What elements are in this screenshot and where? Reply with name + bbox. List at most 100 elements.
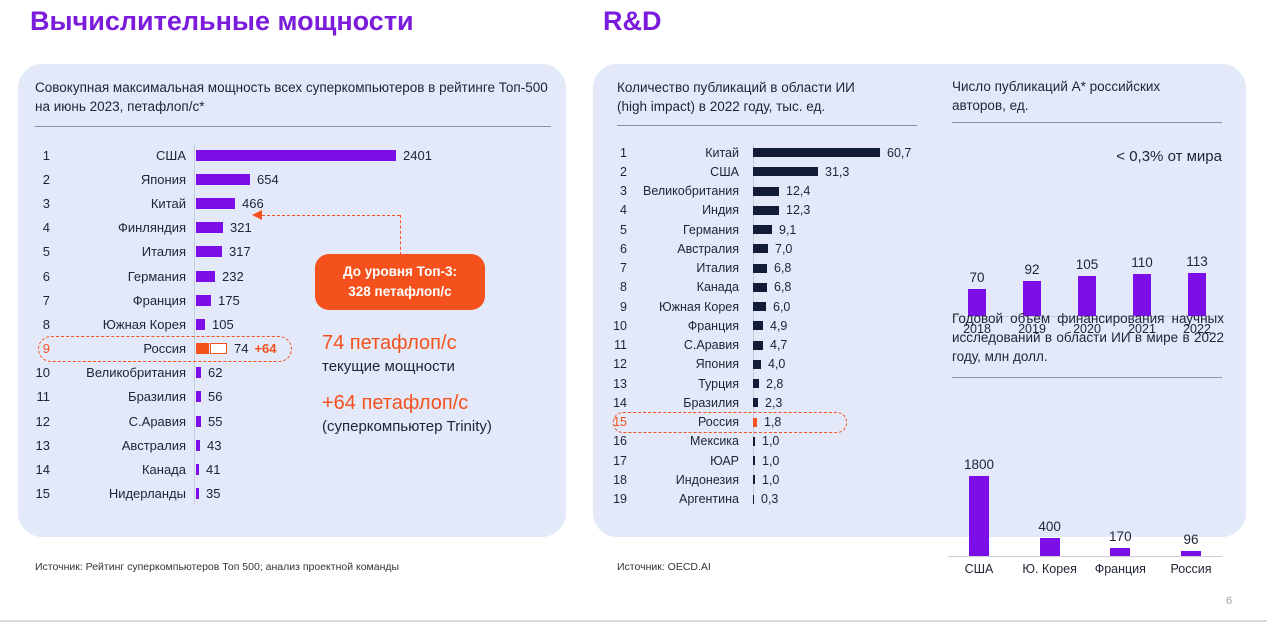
page-title-computing-power: Вычислительные мощности [30, 6, 414, 36]
row-value: 1,8 [764, 415, 782, 430]
row-rank: 10 [35, 365, 50, 381]
bar [968, 289, 986, 316]
row-rank: 10 [613, 318, 627, 333]
row-bar-group: 7,0 [753, 242, 792, 256]
row-label: Мексика [689, 434, 739, 449]
row-label: Канада [141, 462, 186, 478]
row-bar-group: 56 [196, 389, 222, 404]
row-bar-group: 0,3 [753, 492, 778, 506]
row-rank: 5 [42, 244, 50, 260]
row-value: 317 [229, 244, 251, 260]
row-value: 4,9 [770, 318, 788, 333]
chart-row: 4 Индия 12,3 [607, 201, 916, 220]
row-label: Япония [695, 357, 739, 372]
row-bar-group: 2,8 [753, 377, 783, 391]
source-note-right: Источник: OECD.AI [617, 561, 711, 573]
row-value: 4,0 [768, 357, 786, 372]
row-rank: 11 [614, 338, 627, 353]
chart-row: 5 Германия 9,1 [607, 220, 916, 239]
row-label: Турция [698, 376, 739, 391]
card-rnd: Количество публикаций в области ИИ (high… [593, 64, 1246, 576]
row-label: Франция [687, 318, 739, 333]
row-value: 1,0 [762, 472, 780, 487]
chart-row: 4 Финляндия 321 [34, 216, 556, 240]
column-category: США [964, 562, 994, 576]
title-divider [952, 377, 1222, 378]
row-value: 9,1 [779, 222, 797, 237]
row-value: 62 [208, 365, 223, 381]
row-rank: 4 [42, 220, 50, 236]
row-value: 12,3 [786, 203, 811, 218]
row-bar-group: 6,8 [753, 261, 791, 275]
row-rank: 18 [613, 472, 627, 487]
column-value: 1800 [963, 457, 995, 472]
bar [1110, 548, 1131, 556]
row-bar-group: 1,0 [753, 473, 779, 487]
funding-chart: 1800 США 400 Ю. Корея 170 Франция 96 Россия [948, 449, 1222, 576]
row-value: 2,3 [765, 395, 783, 410]
chart-row: 1 США 2401 [34, 143, 556, 167]
bar [196, 294, 211, 306]
row-rank: 9 [620, 299, 627, 314]
chart-row: 13 Турция 2,8 [607, 374, 916, 393]
publications-bar-rows: 1 Китай 60,7 2 США 31,3 3 Великобритания 12,4 4 Ин… [607, 143, 916, 509]
row-label: Италия [696, 261, 739, 276]
row-rank: 13 [613, 376, 627, 391]
chart-title-publications: Количество публикаций в области ИИ (high… [617, 80, 855, 114]
row-label: Италия [141, 244, 186, 260]
astar-publications-chart: 70 2018 92 2019 105 2020 110 2021 113 2022 [952, 246, 1222, 336]
bar [196, 464, 199, 476]
chart-column: 400 Ю. Корея [1019, 449, 1081, 576]
bar [753, 148, 880, 158]
chart-row: 9 Россия 74 +64 [34, 335, 556, 362]
row-value: 1,0 [762, 453, 780, 468]
row-value: 43 [207, 437, 222, 453]
annotation-current-capacity: 74 петафлоп/с текущие мощности [322, 332, 457, 375]
row-rank: 8 [620, 280, 627, 295]
bar [1188, 273, 1206, 316]
callout-arrow-line-vertical [400, 215, 401, 255]
bar [753, 244, 768, 254]
bar [753, 186, 779, 196]
chart-axis [194, 143, 195, 505]
bar [753, 263, 767, 273]
row-rank: 12 [35, 413, 50, 429]
row-label: Финляндия [117, 220, 186, 236]
row-bar-group: 6,0 [753, 300, 790, 314]
chart-row: 8 Канада 6,8 [607, 278, 916, 297]
row-label: Австралия [677, 241, 739, 256]
callout-line1: До уровня Топ-3: [343, 263, 457, 279]
row-value: 232 [222, 268, 244, 284]
column-value: 110 [1131, 255, 1153, 270]
title-divider [35, 126, 551, 127]
row-label: Германия [127, 268, 186, 284]
source-note-left: Источник: Рейтинг суперкомпьютеров Топ 5… [35, 561, 400, 573]
row-label: Бразилия [683, 395, 739, 410]
annotation-caption: (суперкомпьютер Trinity) [322, 418, 492, 435]
row-value: 6,8 [774, 261, 792, 276]
row-bar-group: 35 [196, 486, 220, 501]
row-rank: 17 [613, 453, 627, 468]
column-category: Франция [1094, 562, 1146, 576]
column-category: Ю. Корея [1022, 562, 1077, 576]
row-value: 1,0 [762, 434, 780, 449]
row-bar-group: 62 [196, 365, 222, 380]
column-category: 2018 [963, 322, 991, 336]
row-rank: 2 [620, 164, 627, 179]
row-label: США [156, 147, 186, 163]
row-bar-group: 1,8 [753, 415, 781, 429]
row-value: 74 [234, 341, 249, 357]
row-bar-group: 175 [196, 293, 240, 308]
row-label: С.Аравия [683, 338, 739, 353]
row-bar-group: 12,3 [753, 203, 810, 217]
chart-title-astar: Число публикаций А* российских авторов, … [952, 79, 1161, 113]
row-bar-group: 4,7 [753, 338, 787, 352]
row-bar-group: 2,3 [753, 396, 782, 410]
chart-row: 11 С.Аравия 4,7 [607, 336, 916, 355]
chart-row: 13 Австралия 43 [34, 433, 556, 457]
row-rank: 14 [613, 395, 627, 410]
bar [753, 494, 754, 504]
chart-title-funding: Годовой объем финансирования научных исс… [952, 311, 1224, 364]
chart-row: 10 Великобритания 62 [34, 361, 556, 385]
bar [753, 417, 757, 427]
